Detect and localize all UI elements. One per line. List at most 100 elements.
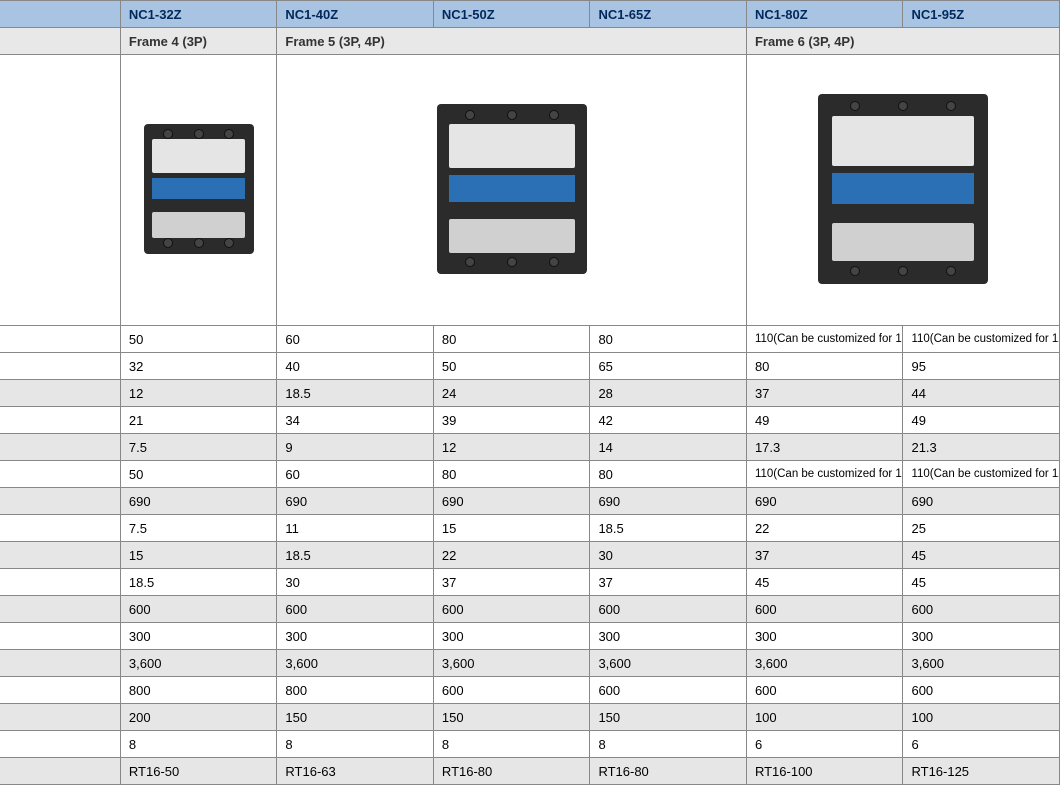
data-cell: 600 bbox=[433, 596, 590, 623]
data-cell: 39 bbox=[433, 407, 590, 434]
data-cell: 100 bbox=[903, 704, 1060, 731]
data-cell: 45 bbox=[903, 542, 1060, 569]
data-cell: 8 bbox=[277, 731, 434, 758]
data-cell: 300 bbox=[433, 623, 590, 650]
data-cell: 44 bbox=[903, 380, 1060, 407]
label-cell bbox=[0, 596, 120, 623]
data-cell: 80 bbox=[433, 461, 590, 488]
frame-header: Frame 6 (3P, 4P) bbox=[746, 28, 1059, 55]
data-cell: 21.3 bbox=[903, 434, 1060, 461]
data-cell: 110(Can be customized for 125) bbox=[903, 461, 1060, 488]
contactor-icon bbox=[437, 104, 587, 274]
frame-header: Frame 5 (3P, 4P) bbox=[277, 28, 747, 55]
data-cell: 150 bbox=[590, 704, 747, 731]
data-cell: 600 bbox=[277, 596, 434, 623]
data-cell: 3,600 bbox=[746, 650, 903, 677]
data-cell: 49 bbox=[746, 407, 903, 434]
data-cell: 690 bbox=[433, 488, 590, 515]
data-cell: 150 bbox=[433, 704, 590, 731]
data-cell: 300 bbox=[746, 623, 903, 650]
data-cell: 3,600 bbox=[433, 650, 590, 677]
data-cell: 3,600 bbox=[277, 650, 434, 677]
data-cell: 45 bbox=[903, 569, 1060, 596]
label-cell bbox=[0, 704, 120, 731]
data-cell: 50 bbox=[120, 461, 277, 488]
model-header: NC1-65Z bbox=[590, 1, 747, 28]
data-cell: 22 bbox=[433, 542, 590, 569]
data-cell: 42 bbox=[590, 407, 747, 434]
data-cell: 37 bbox=[433, 569, 590, 596]
data-cell: 800 bbox=[277, 677, 434, 704]
label-cell bbox=[0, 623, 120, 650]
data-cell: 50 bbox=[433, 353, 590, 380]
data-cell: 600 bbox=[433, 677, 590, 704]
data-cell: 18.5 bbox=[590, 515, 747, 542]
data-cell: 12 bbox=[120, 380, 277, 407]
data-cell: 150 bbox=[277, 704, 434, 731]
data-cell: 8 bbox=[433, 731, 590, 758]
data-cell: 37 bbox=[746, 542, 903, 569]
data-cell: 100 bbox=[746, 704, 903, 731]
data-cell: 28 bbox=[590, 380, 747, 407]
data-cell: 600 bbox=[746, 677, 903, 704]
model-header: NC1-50Z bbox=[433, 1, 590, 28]
data-cell: 8 bbox=[120, 731, 277, 758]
label-cell bbox=[0, 731, 120, 758]
data-cell: 600 bbox=[590, 596, 747, 623]
label-cell bbox=[0, 353, 120, 380]
data-cell: 690 bbox=[120, 488, 277, 515]
model-header: NC1-95Z bbox=[903, 1, 1060, 28]
label-cell bbox=[0, 758, 120, 785]
data-cell: 7.5 bbox=[120, 515, 277, 542]
data-cell: RT16-50 bbox=[120, 758, 277, 785]
data-cell: 60 bbox=[277, 326, 434, 353]
label-cell bbox=[0, 488, 120, 515]
data-cell: RT16-100 bbox=[746, 758, 903, 785]
label-cell bbox=[0, 55, 120, 326]
data-cell: 690 bbox=[746, 488, 903, 515]
data-cell: 110(Can be customized for 125) bbox=[746, 461, 903, 488]
data-cell: 32 bbox=[120, 353, 277, 380]
data-cell: 300 bbox=[277, 623, 434, 650]
data-cell: 17.3 bbox=[746, 434, 903, 461]
data-cell: 6 bbox=[903, 731, 1060, 758]
data-cell: 8 bbox=[590, 731, 747, 758]
data-cell: 80 bbox=[590, 326, 747, 353]
data-cell: RT16-63 bbox=[277, 758, 434, 785]
data-cell: RT16-125 bbox=[903, 758, 1060, 785]
model-header: NC1-40Z bbox=[277, 1, 434, 28]
data-cell: 800 bbox=[120, 677, 277, 704]
data-cell: 21 bbox=[120, 407, 277, 434]
data-cell: 300 bbox=[590, 623, 747, 650]
label-cell bbox=[0, 569, 120, 596]
label-cell bbox=[0, 650, 120, 677]
data-cell: 80 bbox=[590, 461, 747, 488]
model-header: NC1-80Z bbox=[746, 1, 903, 28]
product-image bbox=[746, 55, 1059, 326]
data-cell: 9 bbox=[277, 434, 434, 461]
data-cell: 7.5 bbox=[120, 434, 277, 461]
data-cell: 18.5 bbox=[120, 569, 277, 596]
product-image bbox=[277, 55, 747, 326]
data-cell: 12 bbox=[433, 434, 590, 461]
data-cell: 11 bbox=[277, 515, 434, 542]
data-cell: RT16-80 bbox=[433, 758, 590, 785]
contactor-icon bbox=[818, 94, 988, 284]
data-cell: 6 bbox=[746, 731, 903, 758]
product-image bbox=[120, 55, 277, 326]
data-cell: 34 bbox=[277, 407, 434, 434]
data-cell: 3,600 bbox=[590, 650, 747, 677]
label-cell bbox=[0, 677, 120, 704]
data-cell: 690 bbox=[277, 488, 434, 515]
data-cell: 600 bbox=[590, 677, 747, 704]
data-cell: 95 bbox=[903, 353, 1060, 380]
label-cell bbox=[0, 326, 120, 353]
label-cell bbox=[0, 407, 120, 434]
data-cell: 14 bbox=[590, 434, 747, 461]
data-cell: 45 bbox=[746, 569, 903, 596]
data-cell: 600 bbox=[903, 596, 1060, 623]
data-cell: 3,600 bbox=[903, 650, 1060, 677]
model-header: NC1-32Z bbox=[120, 1, 277, 28]
data-cell: 50 bbox=[120, 326, 277, 353]
label-cell bbox=[0, 1, 120, 28]
